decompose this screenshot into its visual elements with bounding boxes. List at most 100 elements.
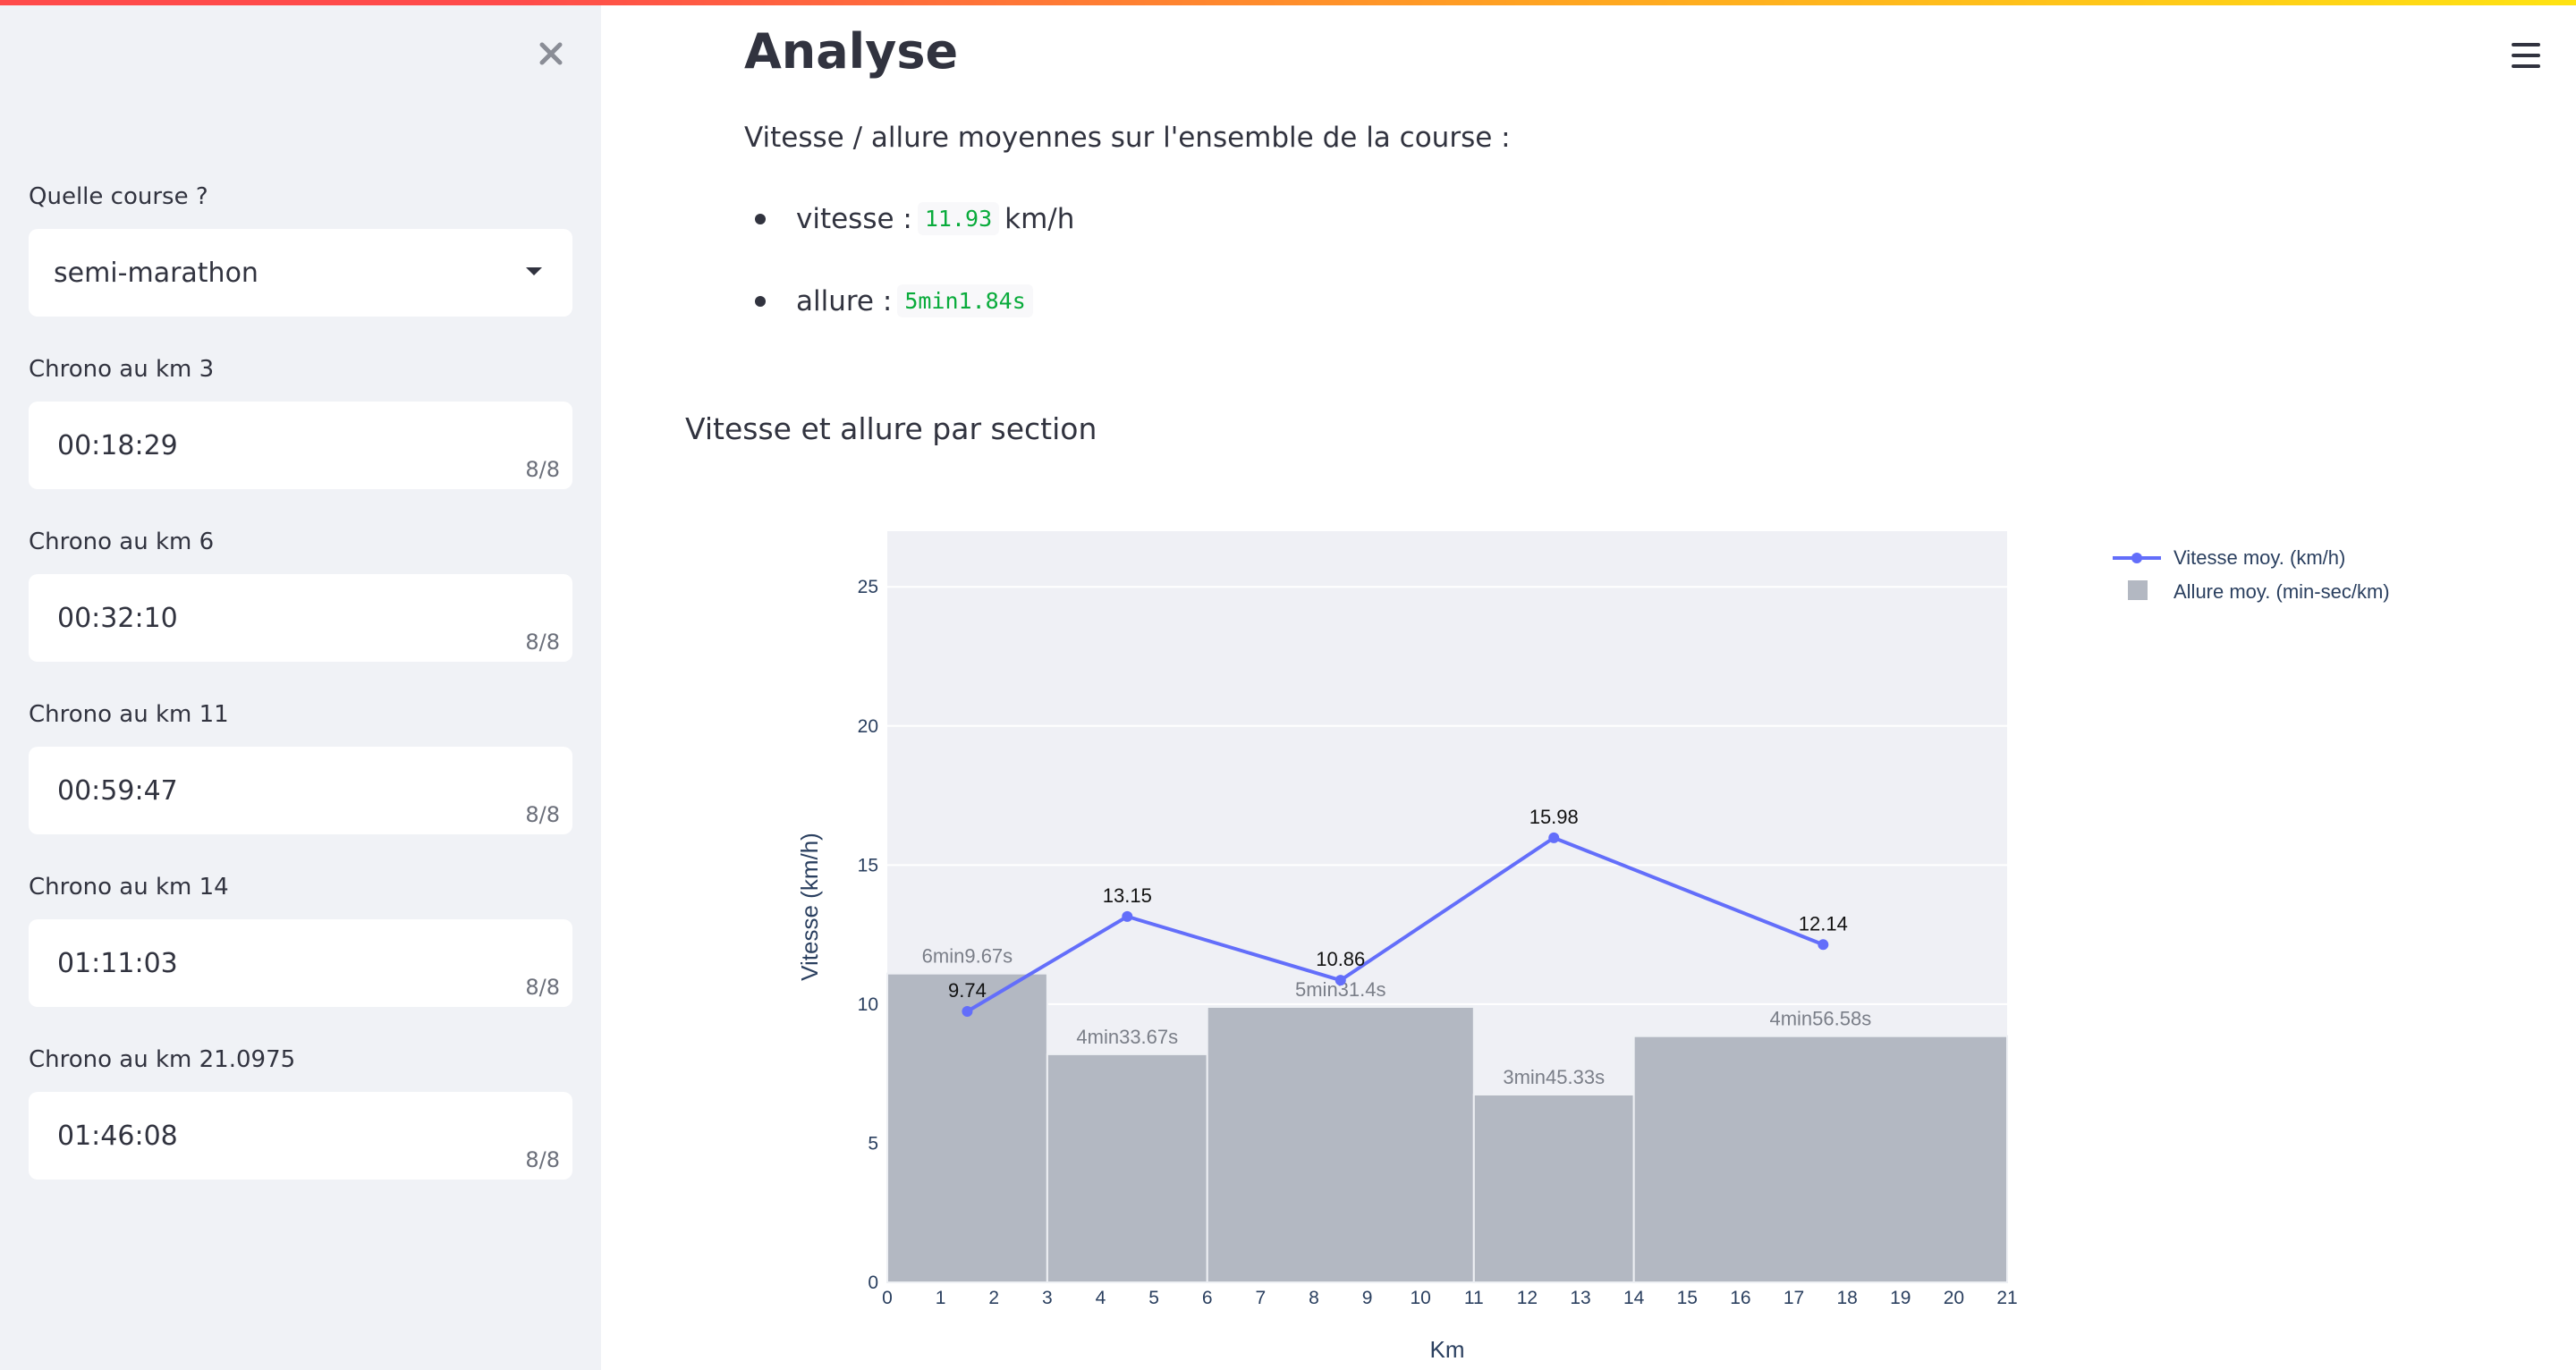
x-tick-label: 6 [1202, 1288, 1213, 1308]
chrono-field-km6: Chrono au km 6 00:32:10 8/8 [29, 524, 572, 662]
char-counter: 8/8 [525, 975, 560, 1000]
speed-label: vitesse : [796, 202, 912, 235]
close-sidebar-button[interactable] [528, 30, 574, 77]
speed-point [1122, 910, 1133, 922]
x-tick-label: 0 [882, 1288, 893, 1308]
speed-point-label: 9.74 [948, 979, 987, 1002]
chrono-value: 01:11:03 [57, 947, 178, 979]
chrono-value: 01:46:08 [57, 1120, 178, 1152]
x-tick-label: 16 [1730, 1288, 1750, 1308]
chrono-label: Chrono au km 11 [29, 701, 229, 728]
x-tick-label: 13 [1570, 1288, 1590, 1308]
pace-bullet: allure : 5min1.84s [744, 284, 1038, 317]
x-tick-label: 19 [1890, 1288, 1911, 1308]
chart-title: Vitesse et allure par section [685, 411, 1097, 446]
x-tick-label: 4 [1096, 1288, 1106, 1308]
y-axis-title: Vitesse (km/h) [796, 833, 823, 981]
bar-label: 4min33.67s [1076, 1026, 1178, 1048]
speed-point [1335, 975, 1346, 986]
page-title: Analyse [744, 23, 959, 80]
x-tick-label: 1 [936, 1288, 946, 1308]
x-tick-label: 5 [1148, 1288, 1159, 1308]
speed-point-label: 10.86 [1316, 948, 1365, 970]
bullet-dot [755, 295, 766, 307]
x-tick-label: 3 [1042, 1288, 1053, 1308]
chrono-input[interactable]: 01:46:08 8/8 [29, 1092, 572, 1180]
speed-value: 11.93 [917, 202, 1000, 235]
x-tick-label: 15 [1677, 1288, 1698, 1308]
x-tick-label: 8 [1309, 1288, 1319, 1308]
y-tick-label: 15 [858, 855, 878, 875]
chrono-input[interactable]: 00:18:29 8/8 [29, 402, 572, 489]
legend-label: Allure moy. (min-sec/km) [2174, 580, 2390, 603]
x-tick-label: 9 [1362, 1288, 1373, 1308]
chrono-value: 00:18:29 [57, 429, 178, 461]
x-tick-label: 10 [1411, 1288, 1431, 1308]
x-tick-label: 12 [1517, 1288, 1538, 1308]
char-counter: 8/8 [525, 1147, 560, 1172]
x-tick-label: 2 [988, 1288, 999, 1308]
main-content: Analyse Vitesse / allure moyennes sur l'… [601, 0, 2576, 1370]
bullet-dot [755, 213, 766, 224]
speed-point [962, 1005, 973, 1017]
chrono-input[interactable]: 00:59:47 8/8 [29, 747, 572, 834]
speed-point [1548, 832, 1560, 843]
speed-point-label: 15.98 [1530, 806, 1579, 828]
pace-bar [1206, 1006, 1475, 1283]
char-counter: 8/8 [525, 802, 560, 827]
legend-label: Vitesse moy. (km/h) [2174, 546, 2345, 569]
chrono-value: 00:59:47 [57, 774, 178, 807]
y-tick-label: 25 [858, 577, 878, 597]
x-tick-label: 14 [1623, 1288, 1645, 1308]
y-tick-label: 0 [868, 1273, 878, 1293]
x-tick-label: 18 [1836, 1288, 1857, 1308]
race-select-label: Quelle course ? [29, 183, 208, 210]
chrono-input[interactable]: 00:32:10 8/8 [29, 574, 572, 662]
char-counter: 8/8 [525, 630, 560, 655]
y-tick-label: 5 [868, 1133, 878, 1154]
speed-point-label: 13.15 [1103, 884, 1152, 907]
pace-bar [1632, 1035, 2008, 1283]
chrono-label: Chrono au km 14 [29, 874, 229, 901]
pace-bar [1472, 1094, 1635, 1283]
x-tick-label: 21 [1996, 1288, 2017, 1308]
x-tick-label: 7 [1255, 1288, 1266, 1308]
bar-label: 3min45.33s [1503, 1066, 1605, 1088]
race-select-group: Quelle course ? semi-marathon [29, 179, 572, 317]
chrono-value: 00:32:10 [57, 602, 178, 634]
char-counter: 8/8 [525, 457, 560, 482]
legend-bar-swatch [2128, 580, 2148, 600]
speed-unit: km/h [1004, 202, 1075, 235]
race-select[interactable]: semi-marathon [29, 229, 572, 317]
speed-point-label: 12.14 [1799, 912, 1848, 934]
speed-point [1818, 939, 1829, 951]
y-tick-label: 10 [858, 994, 878, 1015]
chrono-field-km14: Chrono au km 14 01:11:03 8/8 [29, 869, 572, 1007]
race-select-value: semi-marathon [54, 257, 258, 289]
close-icon [539, 42, 563, 65]
sidebar: Quelle course ? semi-marathon Chrono au … [0, 0, 601, 1370]
bar-label: 6min9.67s [922, 945, 1013, 968]
chrono-field-km3: Chrono au km 3 00:18:29 8/8 [29, 351, 572, 489]
x-tick-label: 17 [1784, 1288, 1804, 1308]
pace-label: allure : [796, 284, 893, 317]
speed-bullet: vitesse : 11.93 km/h [744, 202, 1074, 235]
chevron-down-icon [526, 267, 542, 275]
chrono-input[interactable]: 01:11:03 8/8 [29, 919, 572, 1007]
y-tick-label: 20 [858, 716, 878, 737]
pace-bar [886, 972, 1048, 1283]
chrono-label: Chrono au km 21.0975 [29, 1046, 296, 1073]
intro-text: Vitesse / allure moyennes sur l'ensemble… [744, 122, 1511, 154]
pace-bar [1046, 1053, 1208, 1284]
top-decoration-bar [0, 0, 2576, 5]
chrono-label: Chrono au km 3 [29, 356, 215, 383]
hamburger-menu-icon[interactable] [2506, 36, 2546, 75]
chrono-field-km21: Chrono au km 21.0975 01:46:08 8/8 [29, 1042, 572, 1180]
x-tick-label: 20 [1944, 1288, 1964, 1308]
chrono-field-km11: Chrono au km 11 00:59:47 8/8 [29, 697, 572, 834]
bar-label: 4min56.58s [1769, 1008, 1871, 1030]
x-axis-title: Km [1430, 1336, 1465, 1363]
chrono-label: Chrono au km 6 [29, 529, 215, 555]
x-tick-label: 11 [1464, 1288, 1484, 1308]
